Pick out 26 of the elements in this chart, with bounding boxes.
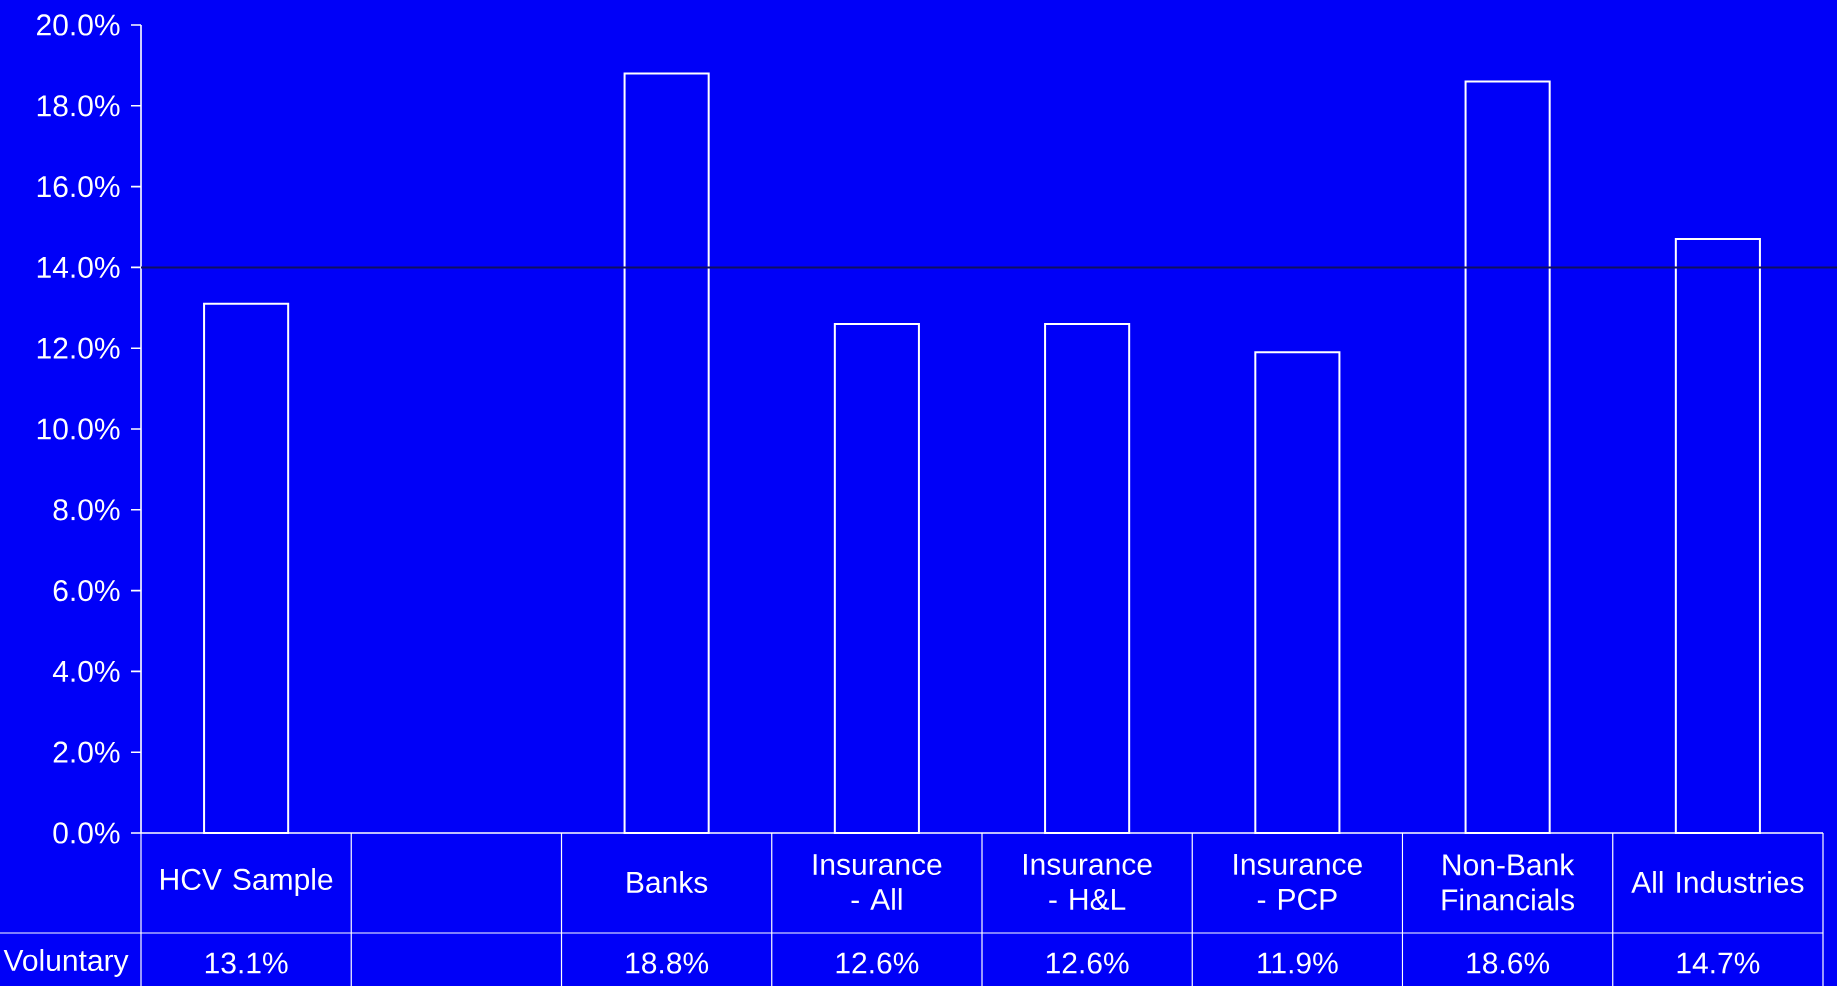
data-label: 18.8% — [626, 952, 709, 974]
data-label: 11.9% — [1258, 952, 1338, 974]
y-tick-label: 12.0% — [37, 337, 120, 359]
data-label: 18.6% — [1467, 952, 1550, 974]
x-tick-label: Banks — [627, 870, 708, 894]
y-tick-label: 20.0% — [37, 14, 120, 36]
y-tick-label: 8.0% — [53, 499, 120, 521]
y-tick-label: 16.0% — [37, 175, 120, 198]
data-label: 13.1% — [205, 952, 288, 974]
x-tick-label: Non-Bank Financials — [1442, 853, 1575, 911]
y-tick-label: 14.0% — [37, 256, 120, 279]
x-tick-label: Insurance - All — [813, 854, 942, 910]
x-tick-label: Insurance - H&L — [1024, 854, 1152, 910]
y-tick-label: 18.0% — [37, 95, 120, 117]
data-label: 12.6% — [836, 952, 919, 974]
data-label: 14.7% — [1677, 952, 1760, 974]
y-tick-label: 2.0% — [53, 741, 120, 763]
y-tick-label: 0.0% — [53, 822, 120, 844]
text: Voluntary — [3, 949, 129, 977]
x-tick-label: Insurance - PCP — [1234, 854, 1362, 910]
y-tick-label: 6.0% — [53, 579, 120, 602]
x-tick-label: HCV Sample — [161, 868, 333, 896]
x-tick-label: All Industries — [1631, 870, 1804, 894]
y-tick-label: 4.0% — [52, 660, 120, 683]
data-label: 12.6% — [1046, 952, 1129, 974]
y-tick-label: 10.0% — [37, 418, 120, 440]
